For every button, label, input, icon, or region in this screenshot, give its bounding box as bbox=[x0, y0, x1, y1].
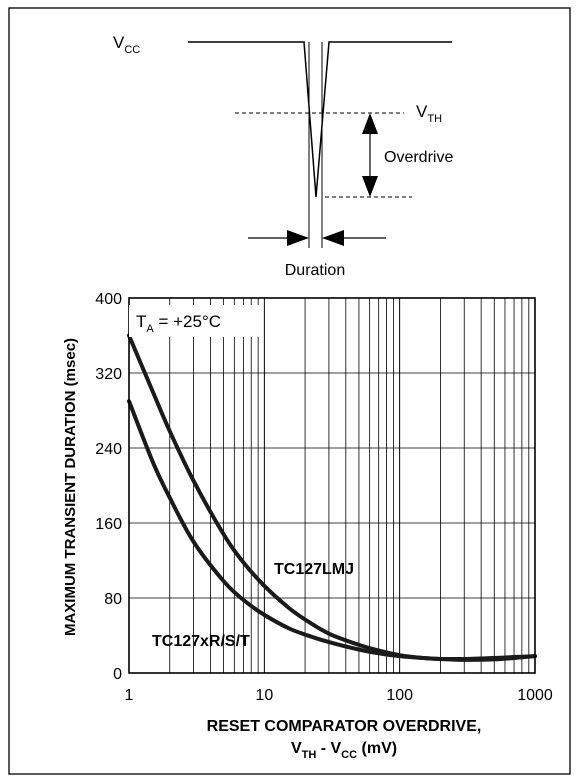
y-tick-label: 400 bbox=[95, 291, 122, 308]
overdrive-arrow-up bbox=[362, 113, 378, 134]
tick-labels: 1 10 100 1000 0 80 160 240 320 400 bbox=[95, 291, 553, 704]
x-tick-label: 10 bbox=[255, 687, 273, 704]
transient-diagram: VCC VTH Overdrive Duration bbox=[113, 33, 453, 279]
overdrive-arrow-down bbox=[362, 176, 378, 197]
x-tick-label: 100 bbox=[386, 687, 413, 704]
x-tick-label: 1000 bbox=[517, 687, 553, 704]
vth-label: VTH bbox=[416, 102, 442, 125]
duration-label: Duration bbox=[285, 262, 345, 279]
chart: 1 10 100 1000 0 80 160 240 320 400 TA = +25°C TC1… bbox=[62, 291, 553, 761]
series-label-tc127lmj: TC127LMJ bbox=[274, 561, 354, 578]
x-axis-label: RESET COMPARATOR OVERDRIVE, bbox=[207, 718, 482, 735]
y-tick-label: 240 bbox=[95, 441, 122, 458]
series-line-0 bbox=[127, 333, 537, 662]
y-tick-label: 0 bbox=[113, 666, 122, 683]
duration-arrow-right bbox=[322, 230, 344, 246]
series-label-tc127xrst: TC127xR/S/T bbox=[152, 633, 250, 650]
vcc-label: VCC bbox=[113, 33, 140, 56]
plot-border bbox=[128, 297, 536, 674]
y-tick-label: 160 bbox=[95, 516, 122, 533]
y-tick-label: 80 bbox=[104, 591, 122, 608]
vcc-waveform bbox=[188, 41, 452, 198]
chart-series bbox=[127, 333, 537, 662]
overdrive-label: Overdrive bbox=[384, 149, 453, 166]
x-axis-label-line2: VTH - VCC (mV) bbox=[291, 740, 397, 761]
y-tick-label: 320 bbox=[95, 366, 122, 383]
figure-border bbox=[8, 7, 571, 775]
y-axis-label: MAXIMUM TRANSIENT DURATION (msec) bbox=[62, 338, 79, 636]
chart-grid bbox=[129, 298, 535, 673]
annotation-background bbox=[129, 305, 259, 337]
temperature-annotation: TA = +25°C bbox=[136, 312, 221, 335]
series-line-1 bbox=[127, 399, 537, 662]
x-tick-label: 1 bbox=[125, 687, 134, 704]
duration-arrow-left bbox=[287, 230, 309, 246]
